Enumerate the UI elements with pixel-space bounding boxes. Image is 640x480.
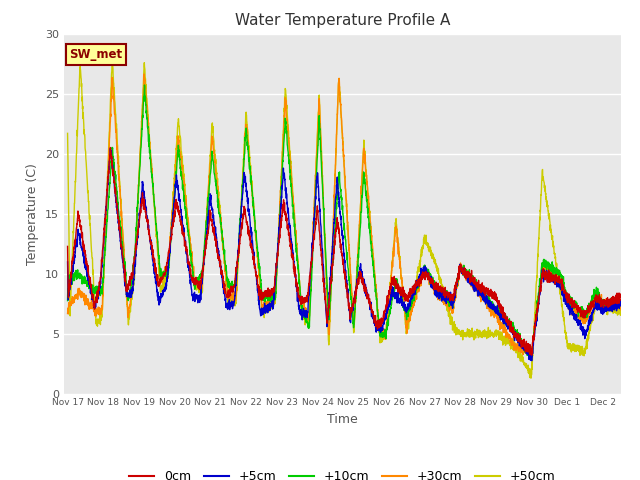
0cm	[127, 274, 134, 280]
+5cm	[607, 304, 614, 310]
+10cm	[141, 82, 148, 88]
+30cm	[300, 300, 308, 306]
0cm	[64, 243, 72, 249]
+50cm	[300, 316, 308, 322]
+5cm	[64, 259, 72, 265]
Line: +10cm: +10cm	[68, 85, 621, 359]
0cm	[617, 291, 625, 297]
+10cm	[276, 211, 284, 217]
+50cm	[527, 375, 535, 381]
+5cm	[127, 288, 134, 293]
+30cm	[607, 300, 614, 306]
+50cm	[547, 228, 554, 233]
+10cm	[607, 297, 614, 303]
Line: +50cm: +50cm	[68, 55, 621, 378]
+5cm	[528, 358, 536, 364]
+30cm	[547, 272, 554, 278]
+10cm	[547, 263, 554, 268]
+50cm	[127, 302, 134, 308]
+30cm	[140, 71, 148, 77]
Text: SW_met: SW_met	[70, 48, 123, 61]
Y-axis label: Temperature (C): Temperature (C)	[26, 163, 40, 264]
+10cm	[127, 289, 134, 295]
0cm	[160, 270, 168, 276]
Line: 0cm: 0cm	[68, 147, 621, 355]
Line: +5cm: +5cm	[68, 148, 621, 361]
+10cm	[527, 356, 534, 362]
+30cm	[525, 353, 532, 359]
+10cm	[617, 299, 625, 305]
Title: Water Temperature Profile A: Water Temperature Profile A	[235, 13, 450, 28]
+5cm	[276, 213, 284, 219]
+10cm	[160, 269, 168, 275]
0cm	[276, 232, 284, 238]
+30cm	[160, 270, 168, 276]
+5cm	[160, 287, 168, 292]
+30cm	[127, 296, 134, 302]
+10cm	[64, 298, 72, 303]
+30cm	[276, 199, 284, 204]
Legend: 0cm, +5cm, +10cm, +30cm, +50cm: 0cm, +5cm, +10cm, +30cm, +50cm	[124, 465, 561, 480]
X-axis label: Time: Time	[327, 413, 358, 426]
0cm	[528, 352, 536, 358]
+30cm	[617, 303, 625, 309]
0cm	[547, 272, 554, 277]
+30cm	[64, 311, 72, 316]
+5cm	[106, 145, 114, 151]
+50cm	[617, 304, 625, 310]
+50cm	[276, 201, 284, 207]
+5cm	[617, 299, 625, 305]
Line: +30cm: +30cm	[68, 74, 621, 356]
+50cm	[607, 302, 614, 308]
+5cm	[300, 313, 308, 319]
+5cm	[547, 279, 554, 285]
0cm	[607, 299, 614, 305]
+50cm	[64, 131, 72, 136]
0cm	[300, 300, 308, 306]
0cm	[106, 144, 114, 150]
+50cm	[160, 284, 168, 290]
+50cm	[108, 52, 116, 58]
+10cm	[300, 311, 308, 316]
